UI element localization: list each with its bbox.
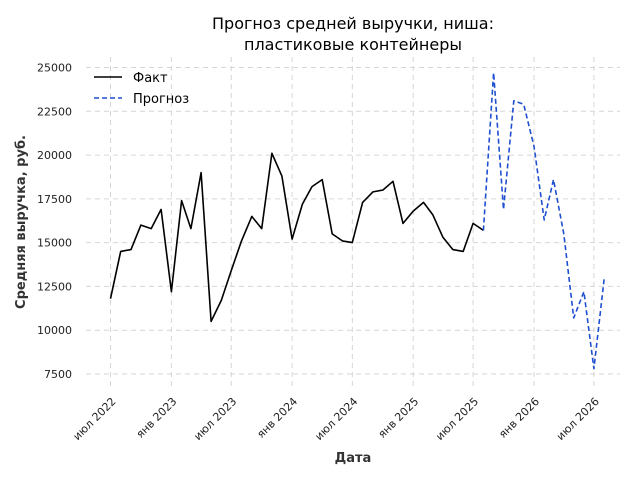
y-tick-label: 25000 <box>37 62 72 75</box>
y-tick-label: 20000 <box>37 149 72 162</box>
y-tick-label: 10000 <box>37 324 72 337</box>
y-tick-label: 7500 <box>44 368 72 381</box>
y-tick-label: 12500 <box>37 280 72 293</box>
legend-label-fact: Факт <box>133 71 168 86</box>
x-tick-label: янв 2026 <box>496 395 542 441</box>
x-tick-label: июл 2024 <box>312 395 360 443</box>
y-axis-label: Средняя выручка, руб. <box>14 135 29 309</box>
legend-label-forecast: Прогноз <box>133 92 189 107</box>
y-axis-ticks: 7500 10000 12500 15000 17500 20000 22500 25000 <box>37 62 72 381</box>
x-tick-label: янв 2023 <box>134 395 180 441</box>
x-tick-label: июл 2025 <box>433 395 481 443</box>
x-tick-label: июл 2022 <box>71 395 119 443</box>
series-line-forecast <box>482 72 605 370</box>
y-tick-label: 15000 <box>37 237 72 250</box>
x-tick-label: июл 2026 <box>554 395 602 443</box>
y-tick-label: 17500 <box>37 193 72 206</box>
x-tick-label: янв 2025 <box>376 395 422 441</box>
legend: Факт Прогноз <box>94 71 189 107</box>
series-layer <box>109 72 605 370</box>
x-tick-label: июл 2023 <box>191 395 239 443</box>
x-tick-label: янв 2024 <box>254 395 300 441</box>
x-axis-label: Дата <box>335 451 372 466</box>
y-tick-label: 22500 <box>37 105 72 118</box>
chart-title-line-1: Прогноз средней выручки, ниша: <box>212 14 494 33</box>
chart-title-line-2: пластиковые контейнеры <box>244 35 462 54</box>
grid <box>86 57 620 388</box>
x-axis-ticks: июл 2022 янв 2023 июл 2023 янв 2024 июл 2024… <box>71 395 602 443</box>
series-line-fact <box>109 152 484 323</box>
